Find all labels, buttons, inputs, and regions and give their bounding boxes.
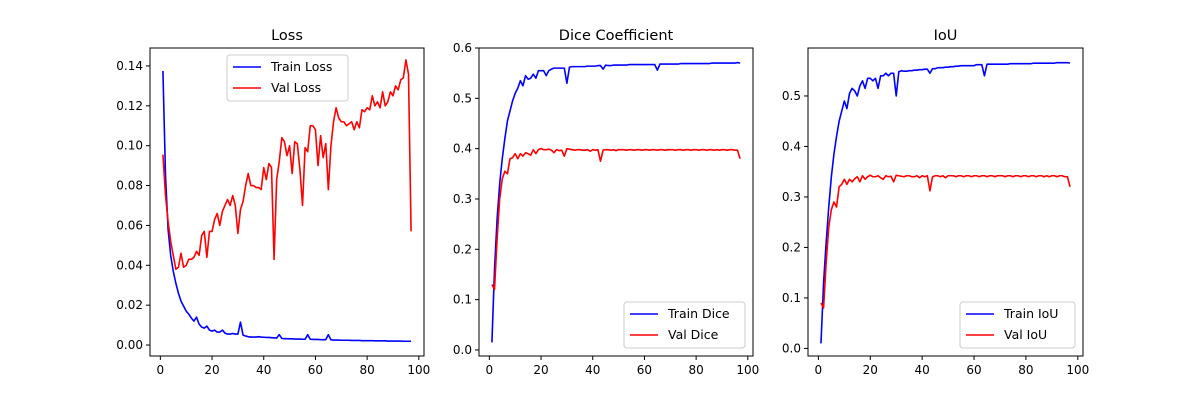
x-tick-label: 20 [204,363,219,377]
y-tick-label: 0.04 [116,258,143,272]
y-tick-label: 0.3 [782,190,801,204]
chart-title: Loss [271,28,303,44]
y-tick-label: 0.6 [453,41,472,55]
y-tick-label: 0.0 [453,343,472,357]
x-tick-label: 100 [407,363,430,377]
y-tick-label: 0.14 [116,59,143,73]
x-tick-label: 100 [1066,363,1089,377]
x-tick-label: 100 [736,363,759,377]
x-tick-label: 80 [1018,363,1033,377]
x-tick-label: 20 [863,363,878,377]
axes-frame [149,47,425,357]
legend-label: Train Dice [667,306,730,321]
y-tick-label: 0.06 [116,218,143,232]
y-tick-label: 0.10 [116,139,143,153]
panel-2: IoU 0 20 40 60 80 100 0.0 0.1 0.2 0.3 0.4 0.5 Train I… [782,28,1089,377]
series-line-0 [162,70,412,343]
y-tick-label: 0.02 [116,298,143,312]
y-tick-label: 0.2 [782,240,801,254]
legend: Train Loss Val Loss [226,54,349,102]
y-tick-label: 0.3 [453,192,472,206]
series-line-0 [820,61,1071,344]
series-line-1 [820,174,1071,309]
y-tick-label: 0.5 [782,89,801,103]
x-tick-label: 20 [533,363,548,377]
series-line-1 [491,147,741,291]
x-tick-label: 0 [815,363,823,377]
legend-label: Train Loss [270,59,332,74]
panel-0: Loss 0 20 40 60 80 100 0.00 0.02 0.04 0.06 0.08 0.10… [116,28,430,377]
x-tick-label: 60 [966,363,981,377]
x-tick-label: 40 [915,363,930,377]
legend-label: Val Dice [668,327,719,342]
y-tick-label: 0.1 [453,293,472,307]
chart-title: Dice Coefficient [559,28,674,44]
series-line-1 [162,59,412,271]
panel-1: Dice Coefficient 0 20 40 60 80 100 0.0 0.1 0.2 0.3… [453,28,759,377]
y-tick-label: 0.1 [782,291,801,305]
x-tick-label: 60 [637,363,652,377]
y-tick-label: 0.4 [782,139,801,153]
axes-frame [478,47,754,357]
y-tick-label: 0.5 [453,91,472,105]
x-tick-label: 40 [585,363,600,377]
y-tick-label: 0.2 [453,242,472,256]
x-tick-label: 0 [486,363,494,377]
x-tick-label: 80 [359,363,374,377]
legend-label: Train IoU [1003,306,1058,321]
x-tick-label: 40 [256,363,271,377]
x-tick-label: 80 [688,363,703,377]
x-tick-label: 60 [308,363,323,377]
legend: Train Dice Val Dice [623,301,746,349]
y-tick-label: 0.4 [453,142,472,156]
legend: Train IoU Val IoU [959,301,1076,349]
chart-title: IoU [934,28,958,44]
legend-label: Val Loss [271,80,321,95]
axes-frame [807,47,1084,357]
y-tick-label: 0.08 [116,179,143,193]
y-tick-label: 0.0 [782,341,801,355]
x-tick-label: 0 [157,363,165,377]
series-line-0 [491,61,741,343]
y-tick-label: 0.12 [116,99,143,113]
y-tick-label: 0.00 [116,338,143,352]
legend-label: Val IoU [1004,327,1047,342]
